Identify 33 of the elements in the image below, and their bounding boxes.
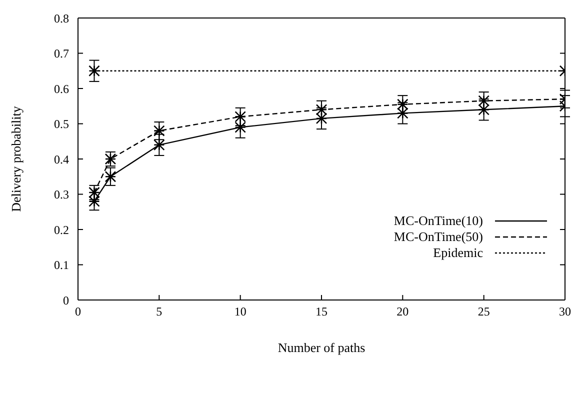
legend-label: Epidemic (433, 245, 483, 261)
legend-label: MC-OnTime(50) (394, 229, 483, 245)
point (154, 125, 165, 136)
x-tick-label: 10 (234, 304, 246, 319)
y-tick-label: 0.8 (54, 11, 69, 26)
y-tick-label: 0.5 (54, 117, 69, 132)
y-tick-label: 0 (63, 293, 69, 308)
point (234, 111, 246, 122)
point (234, 122, 246, 133)
y-tick-label: 0.7 (54, 46, 69, 61)
y-tick-label: 0.6 (54, 82, 69, 96)
x-tick-label: 20 (396, 304, 409, 319)
point (88, 196, 100, 207)
point (397, 108, 408, 119)
point (154, 139, 165, 151)
y-axis-title: Delivery probability (8, 106, 24, 212)
legend-label: MC-OnTime(10) (394, 213, 483, 229)
y-tick-label: 0.4 (54, 152, 69, 166)
x-tick-label: 15 (316, 304, 328, 319)
x-tick-label: 30 (559, 304, 571, 319)
x-tick-label: 5 (156, 304, 162, 319)
x-tick-label: 0 (75, 304, 81, 319)
point (104, 170, 116, 182)
y-tick-label: 0.2 (54, 222, 69, 237)
point (316, 112, 328, 124)
point (478, 104, 490, 116)
x-axis-title: Number of paths (278, 340, 366, 355)
y-tick-label: 0.3 (54, 188, 69, 202)
y-tick-label: 0.1 (54, 258, 69, 272)
point (397, 98, 408, 110)
x-tick-label: 25 (478, 304, 490, 319)
point (478, 95, 490, 106)
point (316, 104, 328, 116)
